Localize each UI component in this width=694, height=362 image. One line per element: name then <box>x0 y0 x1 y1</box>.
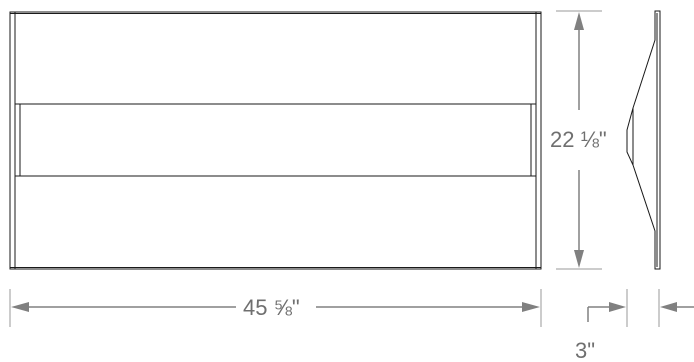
profile-outline <box>626 10 661 270</box>
height-arrow-top <box>574 12 584 30</box>
height-arrow-bottom <box>574 250 584 268</box>
fixture-front-view <box>9 11 542 270</box>
fixture-side-profile <box>626 10 661 270</box>
width-arrow-right <box>522 302 540 312</box>
depth-arrow-right <box>660 302 677 312</box>
depth-dimension: 3" <box>575 289 694 362</box>
depth-label: 3" <box>575 338 595 362</box>
width-label: 45 ⅝" <box>243 295 300 320</box>
width-dimension: 45 ⅝" <box>9 289 542 327</box>
fixture-outer-frame <box>9 11 542 270</box>
fixture-center-lens <box>14 103 537 177</box>
depth-arrow-left <box>609 302 626 312</box>
height-dimension: 22 ⅛" <box>550 10 607 270</box>
height-label: 22 ⅛" <box>550 127 607 152</box>
width-arrow-left <box>11 302 29 312</box>
